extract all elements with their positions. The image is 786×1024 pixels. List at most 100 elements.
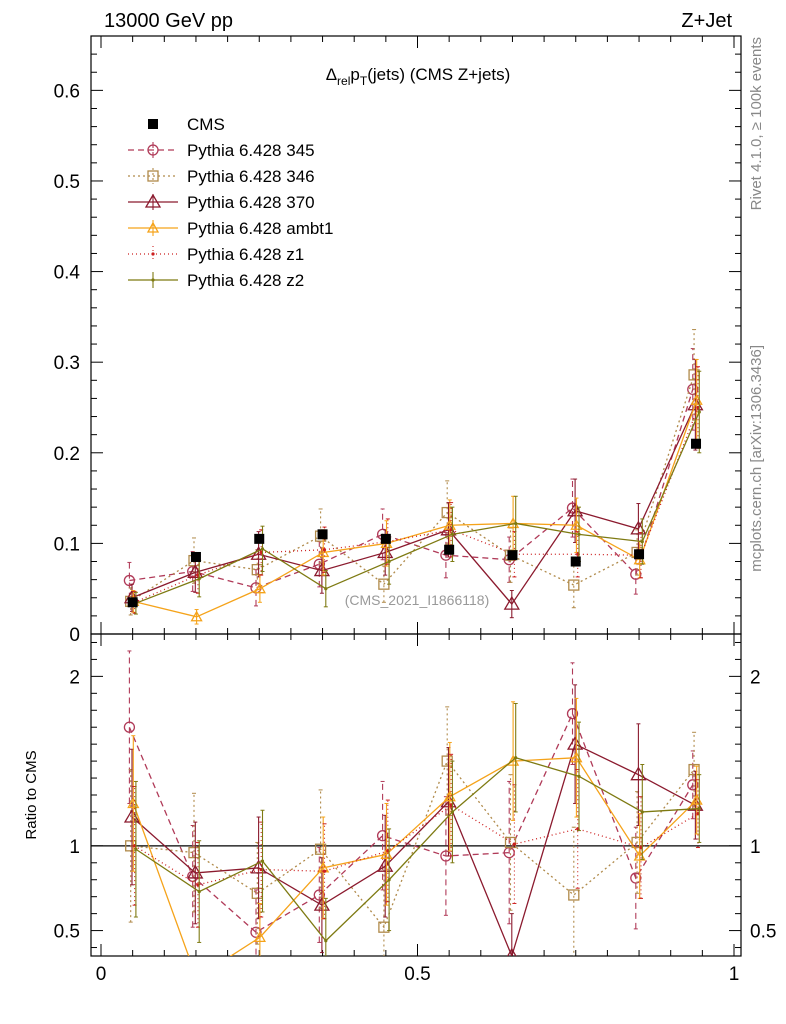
main-series — [132, 366, 700, 614]
main-point — [450, 532, 454, 536]
legend-marker — [146, 221, 160, 233]
main-point — [503, 595, 520, 610]
x-tick-label: 1 — [729, 964, 740, 985]
main-panel: 0 0.1 0.2 0.3 0.4 0.5 0.6 — [54, 35, 742, 646]
legend-label: Pythia 6.428 345 — [187, 141, 315, 160]
legend-label: Pythia 6.428 346 — [187, 167, 315, 186]
title-post: (jets) (CMS Z+jets) — [367, 65, 510, 84]
ratio-point — [514, 756, 518, 760]
ratio-series — [127, 697, 703, 982]
data-point — [254, 533, 265, 544]
data-point — [380, 533, 391, 544]
ratio-series — [123, 684, 704, 956]
legend-marker — [147, 144, 159, 156]
ratio-series-line — [132, 757, 698, 956]
ratio-point — [123, 721, 136, 733]
ratio-point — [253, 931, 267, 943]
data-point — [127, 597, 138, 608]
main-point — [687, 383, 699, 396]
main-point — [260, 547, 265, 551]
ratio-series — [125, 706, 700, 956]
ratio-series — [132, 753, 700, 928]
x-tick-label: 0.5 — [404, 964, 430, 985]
main-y-tick-label: 0.5 — [54, 172, 80, 193]
ratio-series-line — [134, 804, 699, 886]
ratio-series-line — [131, 743, 696, 956]
legend-marker — [144, 193, 162, 208]
ratio-point — [688, 763, 700, 776]
main-y-tick-label: 0.4 — [54, 263, 81, 284]
main-point — [577, 532, 581, 536]
main-point — [514, 521, 518, 526]
ratio-y-tick-label-right: 0.5 — [750, 922, 776, 943]
ratio-point — [134, 847, 138, 851]
watermark: (CMS_2021_I1866118) — [345, 592, 490, 608]
legend-marker — [151, 278, 155, 282]
ratio-ylabel: Ratio to CMS — [23, 750, 40, 839]
ratio-y-tick-label-right: 1 — [750, 837, 761, 858]
ratio-point — [504, 836, 517, 849]
ratio-series — [123, 650, 699, 956]
ratio-y-tick-label: 0.5 — [54, 922, 80, 943]
legend-label: Pythia 6.428 z2 — [187, 271, 304, 290]
ratio-point — [250, 926, 262, 938]
legend-label: Pythia 6.428 370 — [187, 193, 315, 212]
ratio-point — [197, 890, 201, 894]
legend: CMS Pythia 6.428 345 Pythia 6.428 346 Pythi… — [128, 115, 333, 290]
ratio-point — [577, 774, 581, 778]
legend-label: Pythia 6.428 ambt1 — [187, 219, 333, 238]
data-point — [570, 556, 581, 567]
main-y-tick-label: 0.2 — [54, 444, 80, 465]
ratio-series-line — [135, 756, 700, 942]
legend-marker — [151, 252, 155, 256]
ratio-panel: 0 0.5 1 0.5 0.5 1 1 2 2 — [54, 633, 776, 985]
ratio-point — [566, 708, 579, 720]
main-point — [322, 548, 327, 552]
ratio-point — [192, 973, 202, 982]
main-series — [127, 358, 703, 625]
title-mid: p — [350, 65, 359, 84]
ratio-point — [376, 830, 389, 842]
data-series — [127, 438, 702, 608]
main-point — [190, 610, 203, 622]
legend-label: Pythia 6.428 z1 — [187, 245, 304, 264]
ratio-y-tick-label-right: 2 — [750, 667, 761, 688]
main-point — [697, 410, 701, 414]
main-point — [387, 559, 391, 564]
ratio-point — [687, 779, 699, 791]
main-point — [324, 587, 328, 591]
ratio-point — [324, 939, 328, 943]
main-y-tick-label: 0.1 — [54, 534, 80, 555]
main-series — [123, 358, 704, 619]
ratio-frame — [90, 633, 742, 957]
main-series-line — [133, 400, 698, 618]
ratio-point — [322, 869, 327, 873]
main-series-line — [129, 389, 694, 589]
main-series-line — [131, 404, 696, 606]
ratio-point — [640, 810, 644, 814]
main-point — [640, 539, 644, 544]
legend-marker — [147, 170, 159, 182]
data-point — [444, 544, 455, 555]
main-point — [123, 574, 136, 587]
plot-title: ΔrelpT(jets) (CMS Z+jets) — [326, 65, 511, 88]
legend-label-data: CMS — [187, 115, 225, 134]
title-sub2: T — [360, 74, 368, 88]
ratio-series — [133, 702, 702, 956]
ratio-y-tick-label: 1 — [69, 837, 80, 858]
main-y-tick-label: 0.3 — [54, 353, 80, 374]
ratio-series-line — [128, 711, 694, 934]
ratio-point — [697, 806, 701, 811]
main-y-tick-label: 0 — [69, 625, 80, 646]
ratio-point — [568, 889, 580, 901]
main-point — [197, 577, 201, 581]
ratio-point — [387, 878, 391, 882]
header-left: 13000 GeV pp — [104, 10, 233, 32]
main-point — [630, 568, 642, 580]
ratio-point — [512, 842, 517, 846]
ratio-point — [313, 889, 325, 901]
mcplots-label: mcplots.cern.ch [arXiv:1306.3436] — [748, 345, 765, 572]
main-series — [123, 348, 699, 607]
title-pre: Δ — [326, 65, 337, 84]
